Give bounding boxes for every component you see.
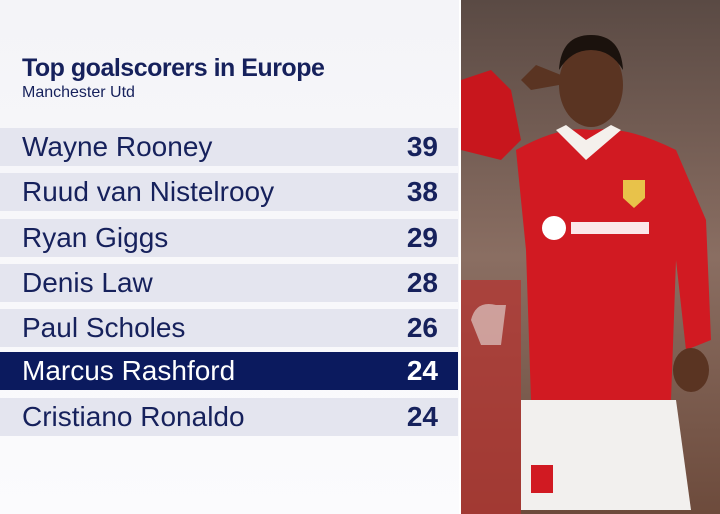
table-row: Denis Law 28 bbox=[0, 264, 458, 302]
goals: 24 bbox=[406, 401, 438, 432]
table-row: Wayne Rooney 39 bbox=[0, 128, 458, 166]
player-name: Cristiano Ronaldo bbox=[22, 401, 245, 432]
player-name: Wayne Rooney bbox=[22, 131, 213, 162]
player-name: Paul Scholes bbox=[22, 312, 186, 343]
player-name: Ryan Giggs bbox=[22, 222, 169, 253]
goals: 39 bbox=[406, 131, 438, 162]
goals: 29 bbox=[406, 222, 438, 253]
player-name: Marcus Rashford bbox=[22, 355, 236, 386]
player-photo bbox=[461, 0, 720, 514]
subtitle: Manchester Utd bbox=[22, 84, 135, 101]
player-name: Ruud van Nistelrooy bbox=[22, 176, 275, 207]
table-row: Marcus Rashford 24 bbox=[0, 352, 458, 390]
table-row: Ruud van Nistelrooy 38 bbox=[0, 173, 458, 211]
goals: 38 bbox=[406, 176, 438, 207]
table-panel: Top goalscorers in Europe Manchester Utd… bbox=[0, 0, 459, 514]
goals: 28 bbox=[406, 267, 438, 298]
table-row: Ryan Giggs 29 bbox=[0, 219, 458, 257]
goals: 24 bbox=[406, 355, 438, 386]
table-row: Cristiano Ronaldo 24 bbox=[0, 398, 458, 436]
table-row: Paul Scholes 26 bbox=[0, 309, 458, 347]
player-name: Denis Law bbox=[22, 267, 153, 298]
title: Top goalscorers in Europe bbox=[22, 54, 325, 82]
goals: 26 bbox=[406, 312, 438, 343]
